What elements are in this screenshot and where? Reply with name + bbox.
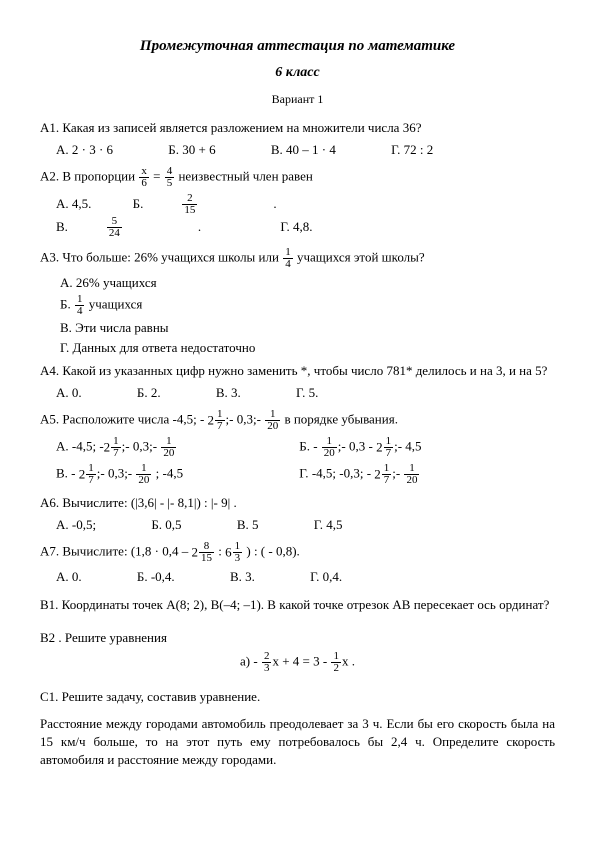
question-c1: С1. Решите задачу, составив уравнение. [40,688,555,706]
opt-a7-c: В. 3. [230,568,255,586]
options-a3: А. 26% учащихся Б. 14 учащихся В. Эти чи… [60,274,555,356]
options-a2: А. 4,5. Б. 215 . В. 524 . Г. 4,8. [56,193,555,239]
opt-a3-a: А. 26% учащихся [60,274,555,292]
a7-pre: А7. Вычислите: (1,8 · 0,4 – [40,544,191,559]
opt-a3-c: В. Эти числа равны [60,319,555,337]
opt-a4-d: Г. 5. [296,384,318,402]
grade-label: 6 класс [40,64,555,83]
opt-a2-b: Б. 215 . [133,193,315,216]
question-b2: В2 . Решите уравнения [40,629,555,647]
text-c1: Расстояние между городами автомобиль пре… [40,715,555,768]
a3-text-post: учащихся этой школы? [294,250,425,265]
a5-post: в порядке убывания. [281,412,398,427]
options-a7: А. 0. Б. -0,4. В. 3. Г. 0,4. [56,568,555,586]
opt-a7-d: Г. 0,4. [310,568,342,586]
page-title: Промежуточная аттестация по математике [40,36,555,56]
question-a2: А2. В пропорции x6 = 45 неизвестный член… [40,166,555,189]
a5-text-pre: А5. Расположите числа -4,5; - [40,412,208,427]
opt-a4-b: Б. 2. [137,384,161,402]
opt-a5-d: Г. -4,5; -0,3; - 217;- 120 [299,463,539,486]
variant-label: Вариант 1 [40,91,555,107]
opt-a4-c: В. 3. [216,384,241,402]
opt-a6-a: А. -0,5; [56,516,96,534]
opt-a3-d: Г. Данных для ответа недостаточно [60,339,555,357]
question-a7: А7. Вычислите: (1,8 · 0,4 – 2815 : 613 )… [40,541,555,564]
opt-a1-a: А. 2 · 3 · 6 [56,141,113,159]
question-a5: А5. Расположите числа -4,5; - 217;- 0,3;… [40,409,555,432]
a2-frac-x6: x6 [139,166,149,189]
equation-b2a: а) - 23x + 4 = 3 - 12x . [40,651,555,674]
options-a4: А. 0. Б. 2. В. 3. Г. 5. [56,384,555,402]
opt-a2-a: А. 4,5. [56,195,91,213]
options-a1: А. 2 · 3 · 6 Б. 30 + 6 В. 40 – 1 · 4 Г. … [56,141,555,159]
question-b1: В1. Координаты точек А(8; 2), В(–4; –1).… [40,596,555,614]
question-a6: А6. Вычислите: (|3,6| - |- 8,1|) : |- 9|… [40,494,555,512]
a7-mid: : [215,544,225,559]
opt-a5-a: А. -4,5; -217;- 0,3;- 120 [56,436,296,459]
opt-a6-d: Г. 4,5 [314,516,343,534]
opt-a6-b: Б. 0,5 [151,516,181,534]
opt-a7-a: А. 0. [56,568,82,586]
opt-a5-b: Б. - 120;- 0,3 - 217;- 4,5 [299,436,539,459]
opt-a2-c: В. 524 . [56,216,239,239]
a5-mid: ;- 0,3;- [226,412,265,427]
opt-a5-c: В. - 217;- 0,3;- 120 ; -4,5 [56,463,296,486]
a3-frac: 14 [283,247,293,270]
opt-a3-b: Б. 14 учащихся [60,294,555,317]
opt-a1-d: Г. 72 : 2 [391,141,433,159]
a2-frac-45: 45 [165,166,175,189]
options-a5: А. -4,5; -217;- 0,3;- 120 Б. - 120;- 0,3… [56,436,555,486]
a3-text-pre: А3. Что больше: 26% учащихся школы или [40,250,282,265]
opt-a2-d: Г. 4,8. [280,218,312,236]
opt-a1-c: В. 40 – 1 · 4 [271,141,336,159]
a2-text-post: неизвестный член равен [175,169,313,184]
opt-a6-c: В. 5 [237,516,259,534]
opt-a1-b: Б. 30 + 6 [168,141,215,159]
opt-a7-b: Б. -0,4. [137,568,175,586]
a7-post: ) : ( - 0,8). [243,544,300,559]
opt-a4-a: А. 0. [56,384,82,402]
options-a6: А. -0,5; Б. 0,5 В. 5 Г. 4,5 [56,516,555,534]
question-a4: А4. Какой из указанных цифр нужно замени… [40,362,555,380]
a2-text-pre: А2. В пропорции [40,169,138,184]
question-a3: А3. Что больше: 26% учащихся школы или 1… [40,247,555,270]
question-a1: А1. Какая из записей является разложение… [40,119,555,137]
